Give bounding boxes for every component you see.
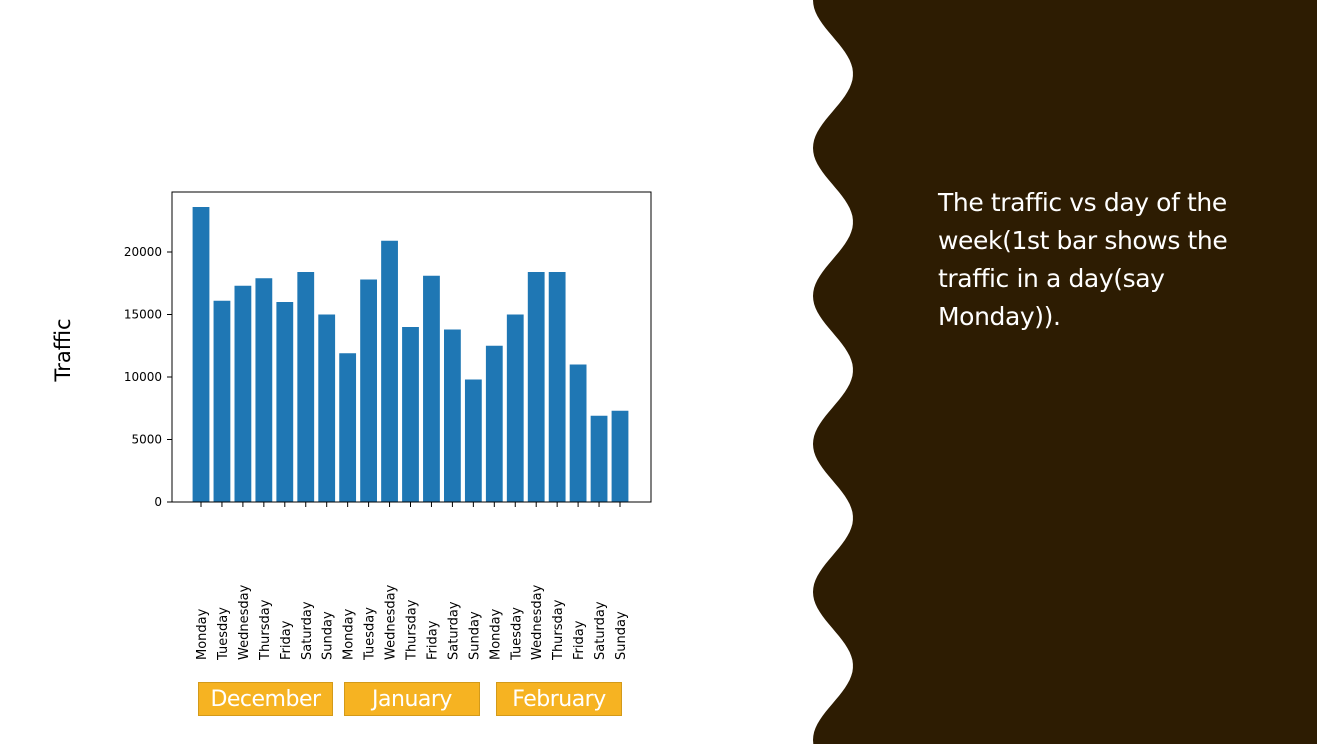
x-tick-label-10: Wednesday bbox=[384, 584, 399, 660]
bar-20 bbox=[590, 415, 608, 502]
month-label-february: February bbox=[496, 682, 622, 716]
bar-5 bbox=[276, 302, 294, 502]
y-tick-label-0: 0 bbox=[154, 495, 162, 509]
x-tick-label-20: Saturday bbox=[593, 601, 608, 660]
bar-3 bbox=[234, 285, 252, 502]
x-tick-label-15: Monday bbox=[488, 608, 503, 660]
bar-21 bbox=[611, 410, 629, 502]
bar-1 bbox=[192, 207, 210, 502]
x-axis-labels: Monday Tuesday Wednesday Thursday Friday Satu… bbox=[195, 584, 629, 661]
bar-17 bbox=[527, 272, 545, 502]
x-tick-label-19: Friday bbox=[572, 620, 587, 660]
x-tick-label-14: Sunday bbox=[467, 611, 482, 660]
x-tick-label-13: Saturday bbox=[446, 601, 461, 660]
bar-15 bbox=[485, 345, 503, 502]
slide-description: The traffic vs day of the week(1st bar s… bbox=[938, 188, 1228, 331]
bar-9 bbox=[360, 279, 377, 502]
y-axis-ticks: 0 5000 10000 15000 20000 bbox=[124, 245, 172, 509]
x-tick-label-7: Sunday bbox=[321, 611, 336, 660]
x-tick-label-21: Sunday bbox=[614, 611, 629, 660]
x-tick-label-17: Wednesday bbox=[530, 584, 545, 660]
x-tick-label-16: Tuesday bbox=[509, 607, 524, 661]
bars bbox=[192, 207, 629, 502]
x-tick-label-4: Thursday bbox=[258, 599, 273, 661]
plot-frame bbox=[171, 191, 652, 503]
bar-4 bbox=[255, 278, 273, 502]
month-label-december: December bbox=[198, 682, 333, 716]
x-tick-label-12: Friday bbox=[425, 620, 440, 660]
bar-19 bbox=[569, 364, 587, 502]
bar-7 bbox=[318, 314, 336, 502]
bar-12 bbox=[423, 275, 440, 502]
x-tick-label-5: Friday bbox=[279, 620, 294, 660]
x-tick-label-2: Tuesday bbox=[216, 607, 231, 661]
bar-14 bbox=[464, 379, 482, 502]
bar-8 bbox=[339, 353, 357, 502]
bar-13 bbox=[444, 329, 461, 502]
bar-6 bbox=[297, 272, 315, 502]
y-tick-label-5000: 5000 bbox=[131, 433, 162, 447]
x-tick-label-8: Monday bbox=[342, 608, 357, 660]
bar-chart: 0 5000 10000 15000 20000 Monday Tuesday Wednes… bbox=[124, 191, 652, 661]
x-tick-label-18: Thursday bbox=[551, 599, 566, 661]
bar-2 bbox=[213, 300, 231, 502]
month-label-january: January bbox=[344, 682, 480, 716]
x-tick-label-6: Saturday bbox=[300, 601, 315, 660]
x-tick-label-1: Monday bbox=[195, 608, 210, 660]
x-axis-ticks bbox=[200, 502, 621, 507]
x-tick-label-11: Thursday bbox=[405, 599, 420, 661]
x-tick-label-9: Tuesday bbox=[363, 607, 378, 661]
bar-11 bbox=[402, 327, 419, 502]
y-tick-label-10000: 10000 bbox=[124, 370, 162, 384]
x-tick-label-3: Wednesday bbox=[237, 584, 252, 660]
y-tick-label-15000: 15000 bbox=[124, 308, 162, 322]
bar-16 bbox=[506, 314, 524, 502]
y-tick-label-20000: 20000 bbox=[124, 245, 162, 259]
bar-10 bbox=[381, 240, 398, 502]
bar-18 bbox=[548, 272, 566, 502]
